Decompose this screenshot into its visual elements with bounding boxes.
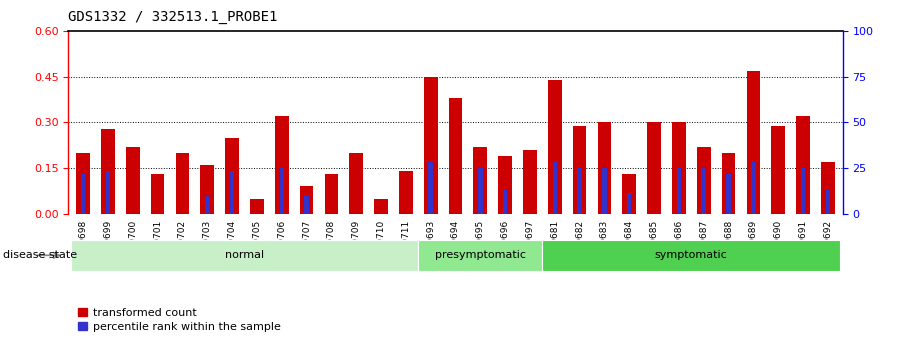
Bar — [374, 199, 388, 214]
Bar — [573, 126, 587, 214]
Bar — [796, 116, 810, 214]
Bar — [825, 189, 830, 214]
Bar — [418, 240, 542, 271]
Bar — [627, 193, 631, 214]
Bar — [300, 186, 313, 214]
Bar — [205, 196, 210, 214]
Bar — [428, 162, 433, 214]
Bar — [350, 153, 363, 214]
Legend: transformed count, percentile rank within the sample: transformed count, percentile rank withi… — [74, 304, 285, 336]
Bar — [523, 150, 537, 214]
Bar — [746, 71, 760, 214]
Bar — [498, 156, 512, 214]
Bar — [801, 168, 805, 214]
Text: symptomatic: symptomatic — [655, 250, 728, 260]
Bar — [478, 168, 483, 214]
Bar — [280, 168, 284, 214]
Bar — [399, 171, 413, 214]
Bar — [71, 240, 418, 271]
Bar — [77, 153, 90, 214]
Bar — [722, 153, 735, 214]
Bar — [672, 122, 686, 214]
Bar — [474, 147, 487, 214]
Bar — [126, 147, 139, 214]
Bar — [542, 240, 840, 271]
Bar — [578, 168, 582, 214]
Bar — [449, 98, 462, 214]
Bar — [548, 80, 561, 214]
Bar — [677, 168, 681, 214]
Bar — [176, 153, 189, 214]
Bar — [424, 77, 437, 214]
Bar — [225, 138, 239, 214]
Bar — [647, 122, 660, 214]
Bar — [598, 122, 611, 214]
Bar — [151, 174, 165, 214]
Bar — [701, 168, 706, 214]
Bar — [503, 189, 507, 214]
Text: disease state: disease state — [3, 250, 77, 260]
Text: normal: normal — [225, 250, 264, 260]
Bar — [622, 174, 636, 214]
Bar — [821, 162, 834, 214]
Bar — [200, 165, 214, 214]
Bar — [697, 147, 711, 214]
Text: GDS1332 / 332513.1_PROBE1: GDS1332 / 332513.1_PROBE1 — [68, 10, 278, 24]
Bar — [602, 168, 607, 214]
Bar — [106, 171, 110, 214]
Bar — [251, 199, 264, 214]
Bar — [81, 174, 86, 214]
Bar — [324, 174, 338, 214]
Bar — [101, 129, 115, 214]
Bar — [772, 126, 785, 214]
Bar — [751, 162, 755, 214]
Bar — [553, 162, 557, 214]
Bar — [275, 116, 289, 214]
Bar — [230, 171, 234, 214]
Text: presymptomatic: presymptomatic — [435, 250, 526, 260]
Bar — [304, 196, 309, 214]
Bar — [726, 174, 731, 214]
